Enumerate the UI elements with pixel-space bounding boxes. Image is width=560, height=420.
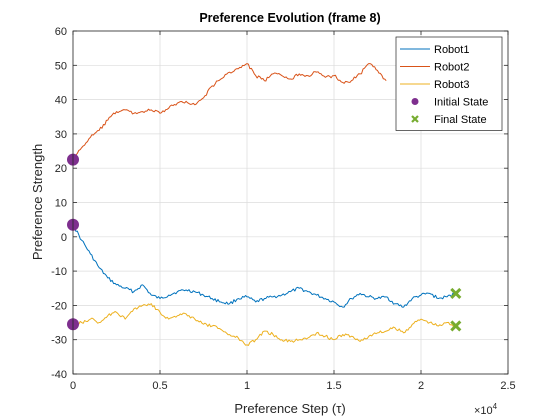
chart-title: Preference Evolution (frame 8) (199, 11, 380, 25)
final-state-stroke (450, 287, 462, 299)
final-state-marker (450, 320, 462, 332)
legend-label: Robot3 (434, 79, 469, 91)
final-state-marker (450, 287, 462, 299)
series-line-robot1 (72, 224, 457, 308)
y-tick-label: 50 (55, 60, 67, 72)
series-line-robot3 (72, 303, 456, 346)
x-tick-label: 1 (244, 380, 250, 392)
y-tick-label: 60 (55, 26, 67, 38)
series-layer (72, 63, 457, 346)
y-tick-label: 0 (61, 232, 67, 244)
x-tick-label: 0 (70, 380, 76, 392)
y-tick-label: 30 (55, 129, 67, 141)
axis-ticks: 0 0.5 1 1.5 2 2.5 -40 -30 -20 -10 0 10 20 30 40 50 60 (51, 26, 516, 392)
y-tick-label: -30 (51, 335, 67, 347)
x-tick-label: 1.5 (326, 380, 341, 392)
legend-swatch-circle (411, 98, 419, 105)
x-multiplier-base: ×10 (474, 405, 493, 417)
legend-swatch-cross (411, 115, 419, 123)
y-tick-label: -40 (51, 369, 67, 381)
legend: Robot1 Robot2 Robot3 Initial State Final Sta… (395, 36, 503, 131)
legend-label: Final State (434, 114, 487, 126)
y-tick-label: 20 (55, 163, 67, 175)
series-line-robot2 (72, 63, 387, 161)
x-axis-multiplier: ×104 (474, 402, 498, 417)
legend-label: Robot1 (434, 44, 469, 56)
x-axis-label: Preference Step (τ) (234, 401, 345, 416)
x-tick-label: 2 (418, 380, 424, 392)
final-state-stroke (450, 320, 462, 332)
legend-label: Initial State (434, 97, 488, 109)
y-tick-label: -10 (51, 266, 67, 278)
legend-label: Robot2 (434, 62, 469, 74)
x-tick-label: 0.5 (152, 380, 167, 392)
x-multiplier-exponent: 4 (493, 402, 498, 411)
y-tick-label: 40 (55, 95, 67, 107)
y-tick-label: 10 (55, 198, 67, 210)
y-tick-label: -20 (51, 300, 67, 312)
x-tick-label: 2.5 (500, 380, 515, 392)
y-axis-label: Preference Strength (30, 144, 45, 260)
